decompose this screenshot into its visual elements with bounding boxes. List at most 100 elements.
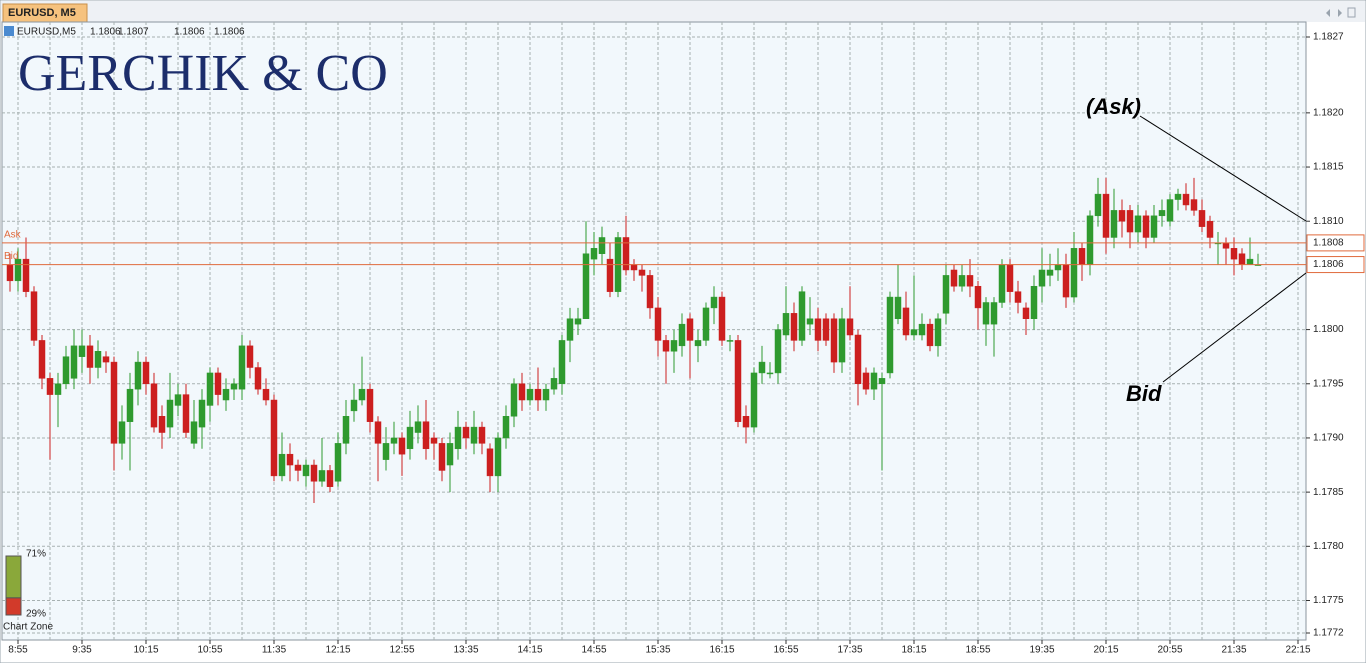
candle-body: [190, 421, 198, 444]
candle-body: [494, 437, 502, 477]
candle-body: [558, 340, 566, 385]
candle-body: [1102, 193, 1110, 238]
candle-body: [166, 399, 174, 428]
candle-body: [758, 361, 766, 374]
candle-body: [1062, 264, 1070, 298]
candle-body: [878, 378, 886, 385]
restore[interactable]: [1347, 7, 1356, 18]
candle-body: [1094, 193, 1102, 217]
candle-body: [1038, 269, 1046, 287]
candle-body: [1150, 215, 1158, 238]
candle-body: [574, 318, 582, 325]
y-tick-label: 1.1785: [1313, 487, 1344, 498]
y-tick-label: 1.1780: [1313, 541, 1344, 552]
x-tick-label: 14:55: [581, 645, 606, 656]
candle-body: [46, 378, 54, 395]
candle-body: [22, 258, 30, 292]
candle-body: [710, 296, 718, 309]
header-high: 1.1807: [118, 27, 149, 38]
symbol-icon: [4, 26, 14, 36]
ask-price-box: [1306, 234, 1365, 252]
sell-percent: 29%: [26, 609, 46, 620]
bid-price-box: [1306, 256, 1365, 274]
candle-body: [62, 356, 70, 385]
candle-body: [846, 318, 854, 336]
header-close: 1.1806: [214, 27, 245, 38]
candle-body: [918, 323, 926, 336]
candle-body: [1238, 253, 1246, 265]
candle-body: [1158, 210, 1166, 217]
candle-body: [6, 264, 14, 282]
candle-body: [142, 361, 150, 385]
candle-body: [942, 275, 950, 314]
scroll-right[interactable]: [1338, 9, 1342, 17]
candle-body: [1054, 264, 1062, 271]
candle-body: [686, 318, 694, 341]
candle-body: [1206, 220, 1214, 238]
scroll-left[interactable]: [1326, 9, 1330, 17]
candle-body: [430, 437, 438, 444]
x-tick-label: 18:15: [901, 645, 926, 656]
candle-body: [358, 388, 366, 401]
candle-body: [838, 318, 846, 363]
candle-body: [694, 340, 702, 347]
candle-body: [486, 448, 494, 477]
candle-body: [1198, 210, 1206, 227]
candle-body: [198, 399, 206, 428]
candle-body: [54, 383, 62, 395]
candle-body: [1046, 269, 1054, 276]
candle-body: [742, 416, 750, 428]
grid: [2, 22, 1306, 640]
plot-area: [1, 21, 1307, 641]
candle-body: [926, 323, 934, 347]
candle-body: [990, 302, 998, 325]
candle-body: [254, 367, 262, 390]
ask-price: 1.1808: [1313, 238, 1344, 249]
candle-body: [822, 318, 830, 341]
y-tick-label: 1.1800: [1313, 324, 1344, 335]
y-tick-label: 1.1775: [1313, 595, 1344, 606]
candle-body: [366, 388, 374, 422]
header-symbol: EURUSD,M5: [17, 27, 76, 38]
tab-controls[interactable]: [1326, 7, 1356, 18]
candle-body: [462, 426, 470, 439]
candle-body: [790, 313, 798, 341]
x-tick-label: 13:35: [453, 645, 478, 656]
candle-body: [678, 323, 686, 347]
candle-body: [982, 302, 990, 325]
y-tick-label: 1.1810: [1313, 216, 1344, 227]
candle-body: [230, 383, 238, 390]
candle-body: [374, 421, 382, 444]
candle-body: [606, 258, 614, 292]
candle-body: [478, 426, 486, 444]
candle-body: [974, 285, 982, 309]
candle-body: [70, 345, 78, 379]
candle-body: [590, 248, 598, 260]
candle-body: [470, 426, 478, 444]
x-tick-label: 12:55: [389, 645, 414, 656]
bid-pointer: [1162, 272, 1307, 383]
candle-body: [14, 258, 22, 282]
watermark: GERCHIK & CO: [18, 45, 388, 102]
candle-body: [438, 443, 446, 471]
candle-body: [870, 372, 878, 390]
candle-body: [1078, 248, 1086, 265]
candle-body: [550, 378, 558, 390]
candle-body: [174, 394, 182, 406]
y-tick-label: 1.1827: [1313, 32, 1344, 43]
candle-body: [894, 296, 902, 319]
candle-body: [566, 318, 574, 341]
candle-body: [806, 318, 814, 325]
candle-body: [782, 313, 790, 336]
candle-body: [390, 437, 398, 444]
candle-body: [1166, 199, 1174, 222]
x-tick-label: 8:55: [8, 645, 28, 656]
candle-body: [1086, 215, 1094, 265]
candle-body: [1006, 264, 1014, 292]
candle-body: [86, 345, 94, 368]
tab-bar: [1, 1, 1365, 22]
candle-body: [278, 453, 286, 477]
candle-body: [94, 351, 102, 368]
candle-body: [238, 345, 246, 390]
